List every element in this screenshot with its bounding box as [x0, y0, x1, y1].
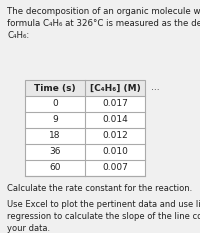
Text: 9: 9	[52, 116, 58, 124]
Text: Use Excel to plot the pertinent data and use linear
regression to calculate the : Use Excel to plot the pertinent data and…	[7, 200, 200, 233]
Text: [C₄H₆] (M): [C₄H₆] (M)	[90, 83, 140, 93]
Text: 18: 18	[49, 131, 61, 140]
Text: 0: 0	[52, 99, 58, 109]
Text: 0.014: 0.014	[102, 116, 128, 124]
Text: ...: ...	[151, 83, 159, 93]
Text: 0.012: 0.012	[102, 131, 128, 140]
Text: 0.007: 0.007	[102, 164, 128, 172]
Text: Time (s): Time (s)	[34, 83, 76, 93]
Bar	[25, 80, 145, 176]
Text: 0.010: 0.010	[102, 147, 128, 157]
Text: Calculate the rate constant for the reaction.: Calculate the rate constant for the reac…	[7, 184, 192, 193]
Bar	[25, 80, 145, 96]
Text: The decomposition of an organic molecule with the
formula C₄H₆ at 326°C is measu: The decomposition of an organic molecule…	[7, 7, 200, 40]
Text: 0.017: 0.017	[102, 99, 128, 109]
Bar	[25, 96, 145, 176]
Text: 36: 36	[49, 147, 61, 157]
Text: 60: 60	[49, 164, 61, 172]
